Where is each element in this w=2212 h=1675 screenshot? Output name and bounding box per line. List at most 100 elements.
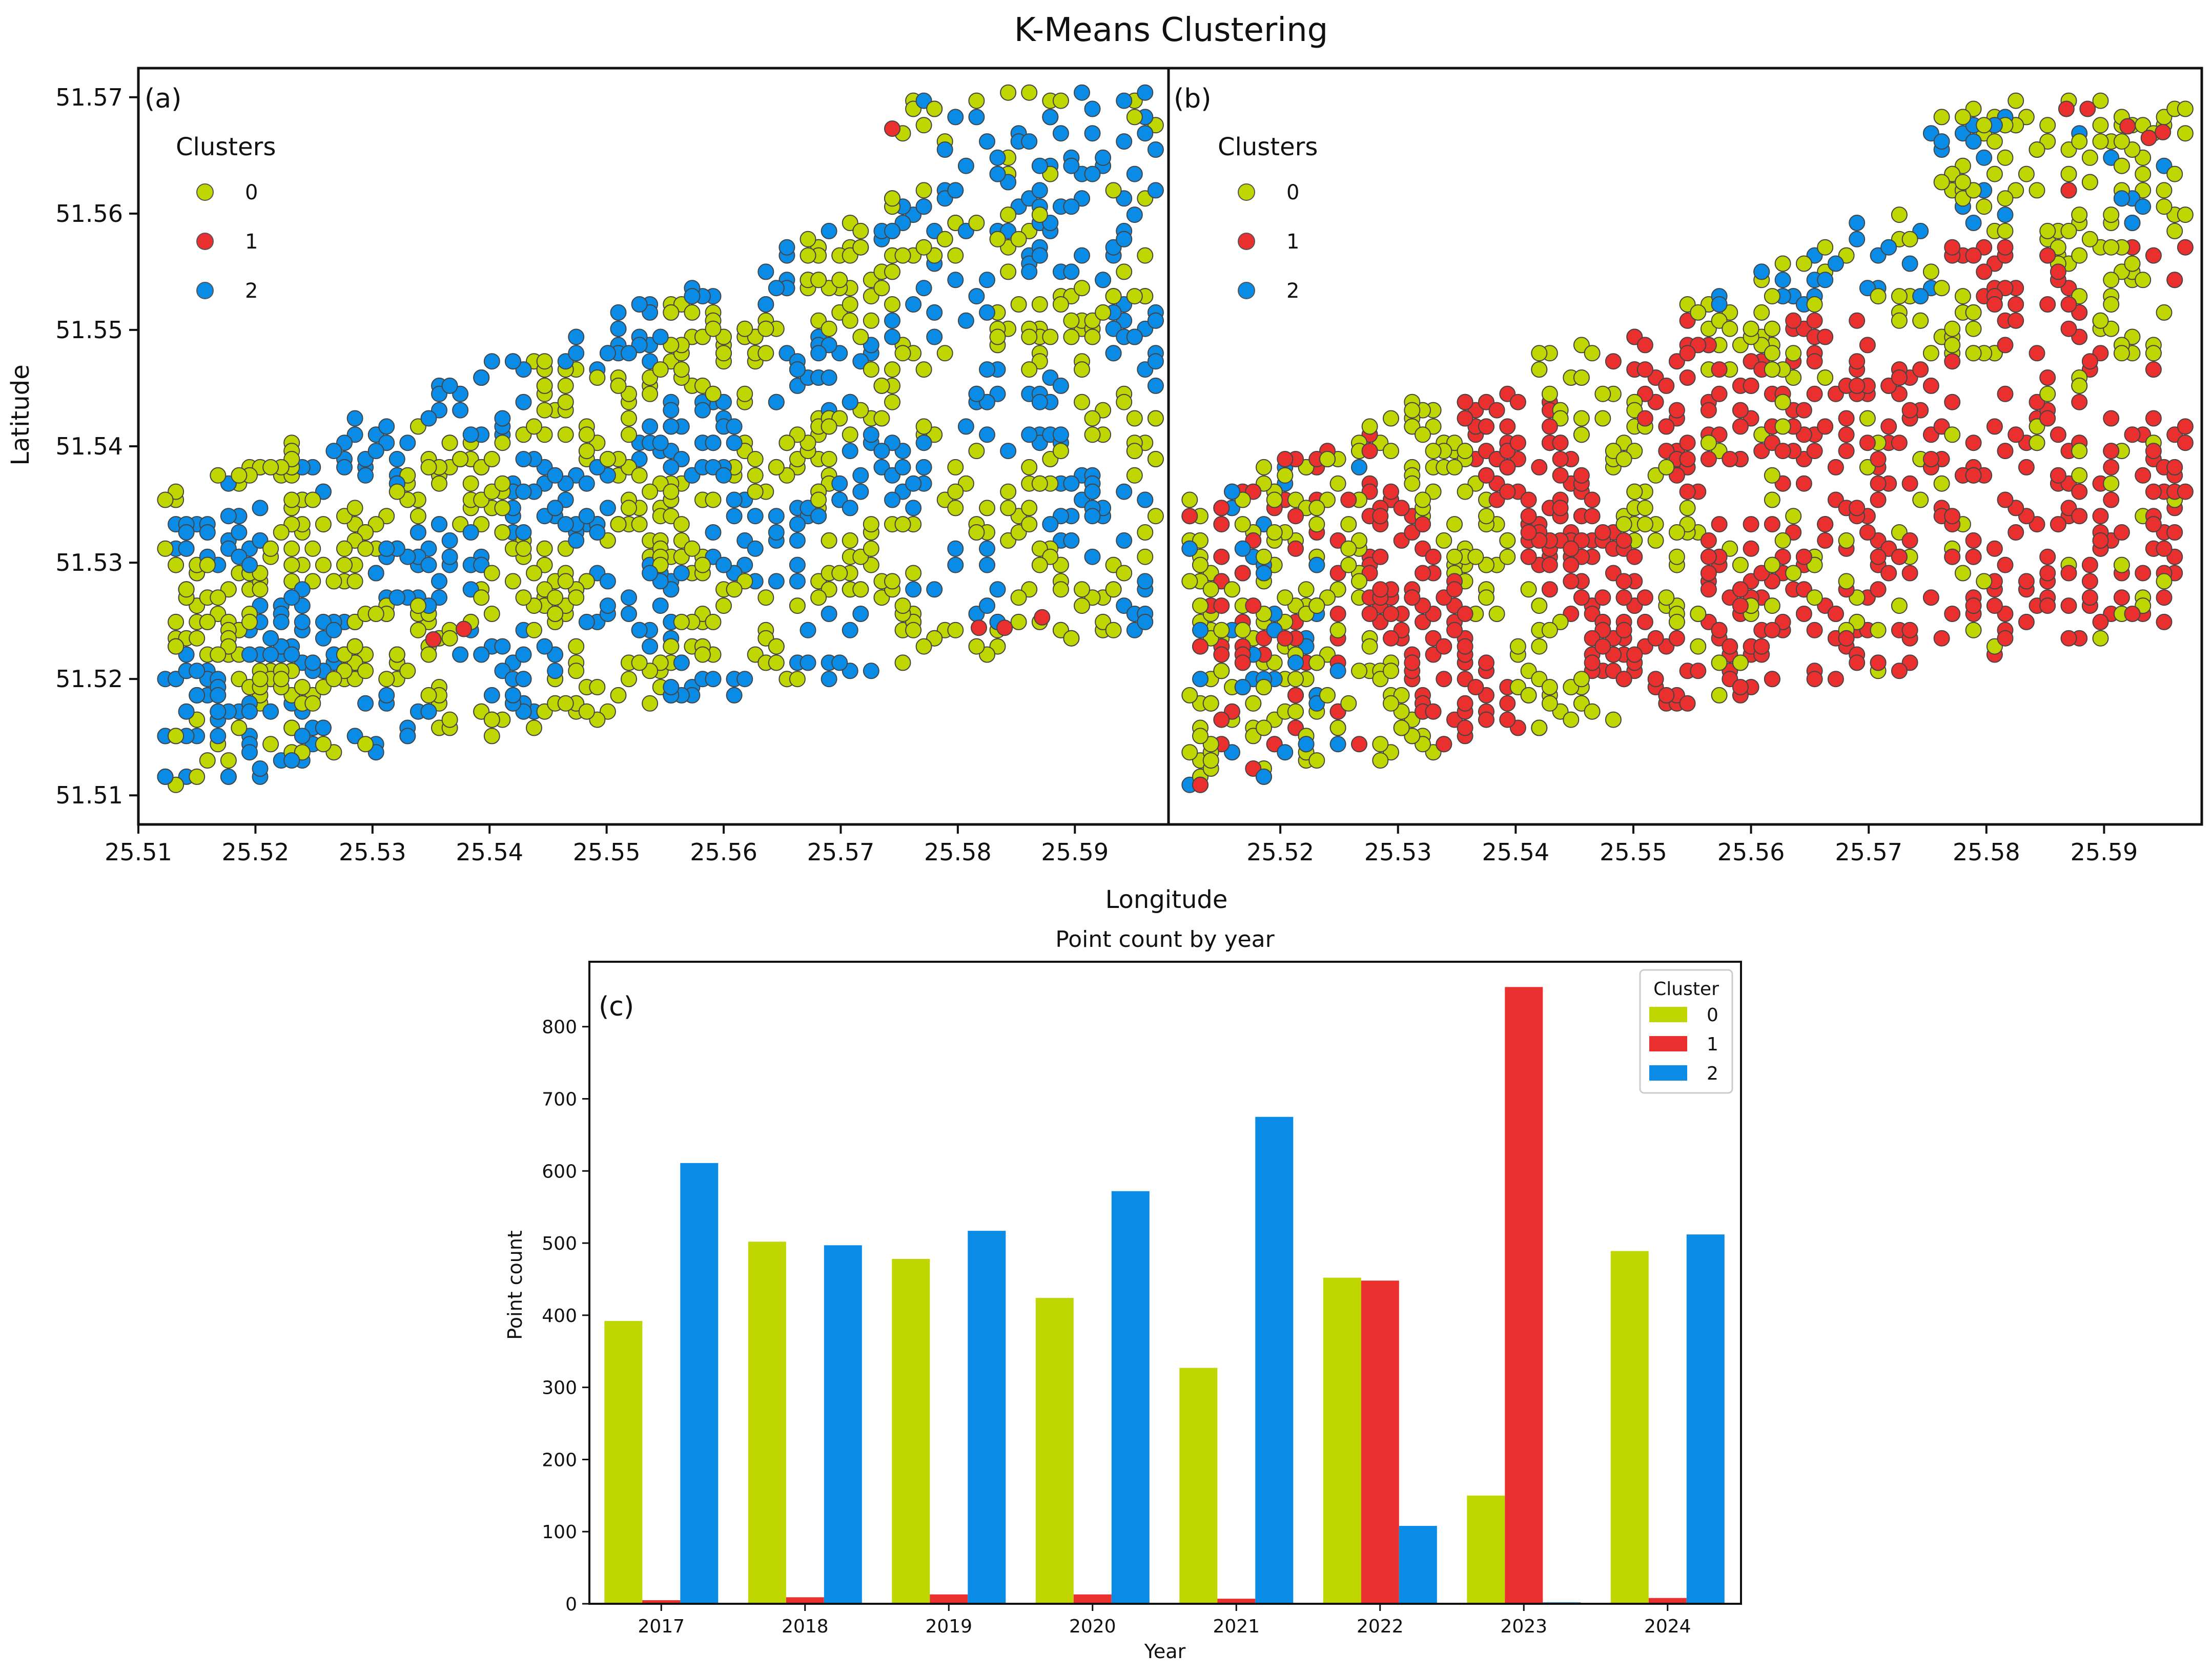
scatter-point	[2113, 133, 2130, 150]
scatter-point	[1965, 467, 1982, 484]
scatter-point	[1541, 679, 1558, 695]
scatter-point	[821, 418, 837, 435]
scatter-point	[621, 426, 637, 443]
scatter-point	[1806, 312, 1823, 329]
scatter-point	[779, 239, 795, 256]
scatter-point	[294, 613, 311, 630]
scatter-point	[863, 361, 879, 378]
scatter-point	[1116, 483, 1133, 500]
scatter-point	[1074, 84, 1090, 101]
scatter-point	[494, 638, 511, 655]
scatter-point	[378, 418, 395, 435]
scatter-point	[684, 304, 701, 321]
scatter-point	[610, 377, 627, 394]
scatter-point	[1986, 296, 2003, 313]
scatter-point	[642, 565, 659, 582]
scatter-point	[979, 500, 995, 516]
scatter-point	[273, 524, 290, 541]
scatter-point	[1361, 606, 1378, 622]
scatter-point	[578, 443, 595, 460]
scatter-point	[884, 573, 900, 590]
scatter-point	[1636, 410, 1653, 427]
scatter-point	[2177, 418, 2194, 435]
scatter-point	[1052, 125, 1069, 142]
scatter-point	[1563, 573, 1580, 590]
bar-2024-cluster-1	[1648, 1598, 1687, 1604]
scatter-point	[1509, 638, 1526, 655]
scatter-point	[168, 613, 185, 630]
scatter-point	[642, 695, 659, 712]
scatter-point	[1415, 565, 1431, 582]
scatter-point	[789, 361, 806, 378]
scatter-point	[821, 451, 837, 467]
scatter-point	[1965, 247, 1982, 264]
scatter-point	[1806, 296, 1823, 313]
scatter-point	[905, 622, 922, 638]
scatter-a-legend-marker-1	[196, 233, 214, 250]
bar-chart-y-ticks: 0 100 200 300 400 500 600 700 800	[542, 1017, 589, 1615]
scatter-point	[884, 263, 900, 280]
scatter-point	[1181, 687, 1198, 704]
scatter-point	[420, 556, 437, 573]
scatter-point	[1340, 516, 1357, 533]
scatter-point	[1870, 654, 1887, 671]
scatter-point	[1679, 483, 1696, 500]
scatter-point	[1922, 377, 1939, 394]
scatter-point	[526, 418, 542, 435]
scatter-point	[1446, 548, 1463, 565]
scatter-point	[2060, 320, 2077, 337]
scatter-point	[873, 377, 890, 394]
scatter-point	[1393, 719, 1410, 736]
bar-chart-bars	[604, 987, 1725, 1604]
scatter-point	[1340, 695, 1357, 712]
scatter-point	[1021, 426, 1038, 443]
scatter-point	[294, 728, 311, 745]
scatter-point	[252, 581, 269, 598]
scatter-point	[1615, 532, 1632, 549]
x-tick-label: 25.57	[807, 838, 875, 866]
scatter-point	[1213, 622, 1230, 638]
scatter-point	[157, 768, 174, 785]
scatter-point	[1764, 516, 1780, 533]
x-tick-label: 25.53	[339, 838, 406, 866]
scatter-point	[2060, 565, 2077, 582]
scatter-point	[884, 361, 900, 378]
scatter-point	[1944, 426, 1961, 443]
scatter-point	[210, 589, 227, 606]
scatter-point	[2071, 508, 2088, 525]
scatter-point	[842, 296, 858, 313]
scatter-point	[873, 443, 890, 460]
scatter-point	[452, 402, 469, 419]
scatter-point	[2092, 508, 2109, 525]
scatter-point	[989, 149, 1006, 166]
scatter-point	[996, 619, 1013, 636]
scatter-point	[1308, 500, 1325, 516]
scatter-point	[1137, 247, 1154, 264]
bar-chart-legend-label-0: 0	[1707, 1005, 1718, 1026]
scatter-point	[1137, 573, 1154, 590]
scatter-point	[1147, 353, 1164, 370]
scatter-point	[1912, 491, 1929, 508]
scatter-point	[2145, 410, 2162, 427]
scatter-point	[757, 589, 774, 606]
scatter-point	[178, 540, 195, 557]
scatter-point	[2103, 272, 2120, 288]
scatter-point	[1147, 451, 1164, 467]
scatter-point	[757, 296, 774, 313]
x-tick-label: 25.57	[1835, 838, 1902, 866]
scatter-point	[1658, 459, 1675, 475]
scatter-point	[2092, 133, 2109, 150]
scatter-point	[1552, 467, 1569, 484]
scatter-point	[1922, 589, 1939, 606]
scatter-point	[1063, 475, 1080, 492]
scatter-point	[968, 385, 985, 402]
scatter-point	[1000, 500, 1017, 516]
scatter-point	[1965, 435, 1982, 451]
scatter-point	[1933, 630, 1950, 647]
scatter-point	[283, 540, 300, 557]
scatter-point	[1021, 133, 1038, 150]
scatter-point	[599, 500, 616, 516]
scatter-point	[1615, 622, 1632, 638]
scatter-point	[989, 231, 1006, 247]
scatter-point	[1870, 475, 1887, 492]
